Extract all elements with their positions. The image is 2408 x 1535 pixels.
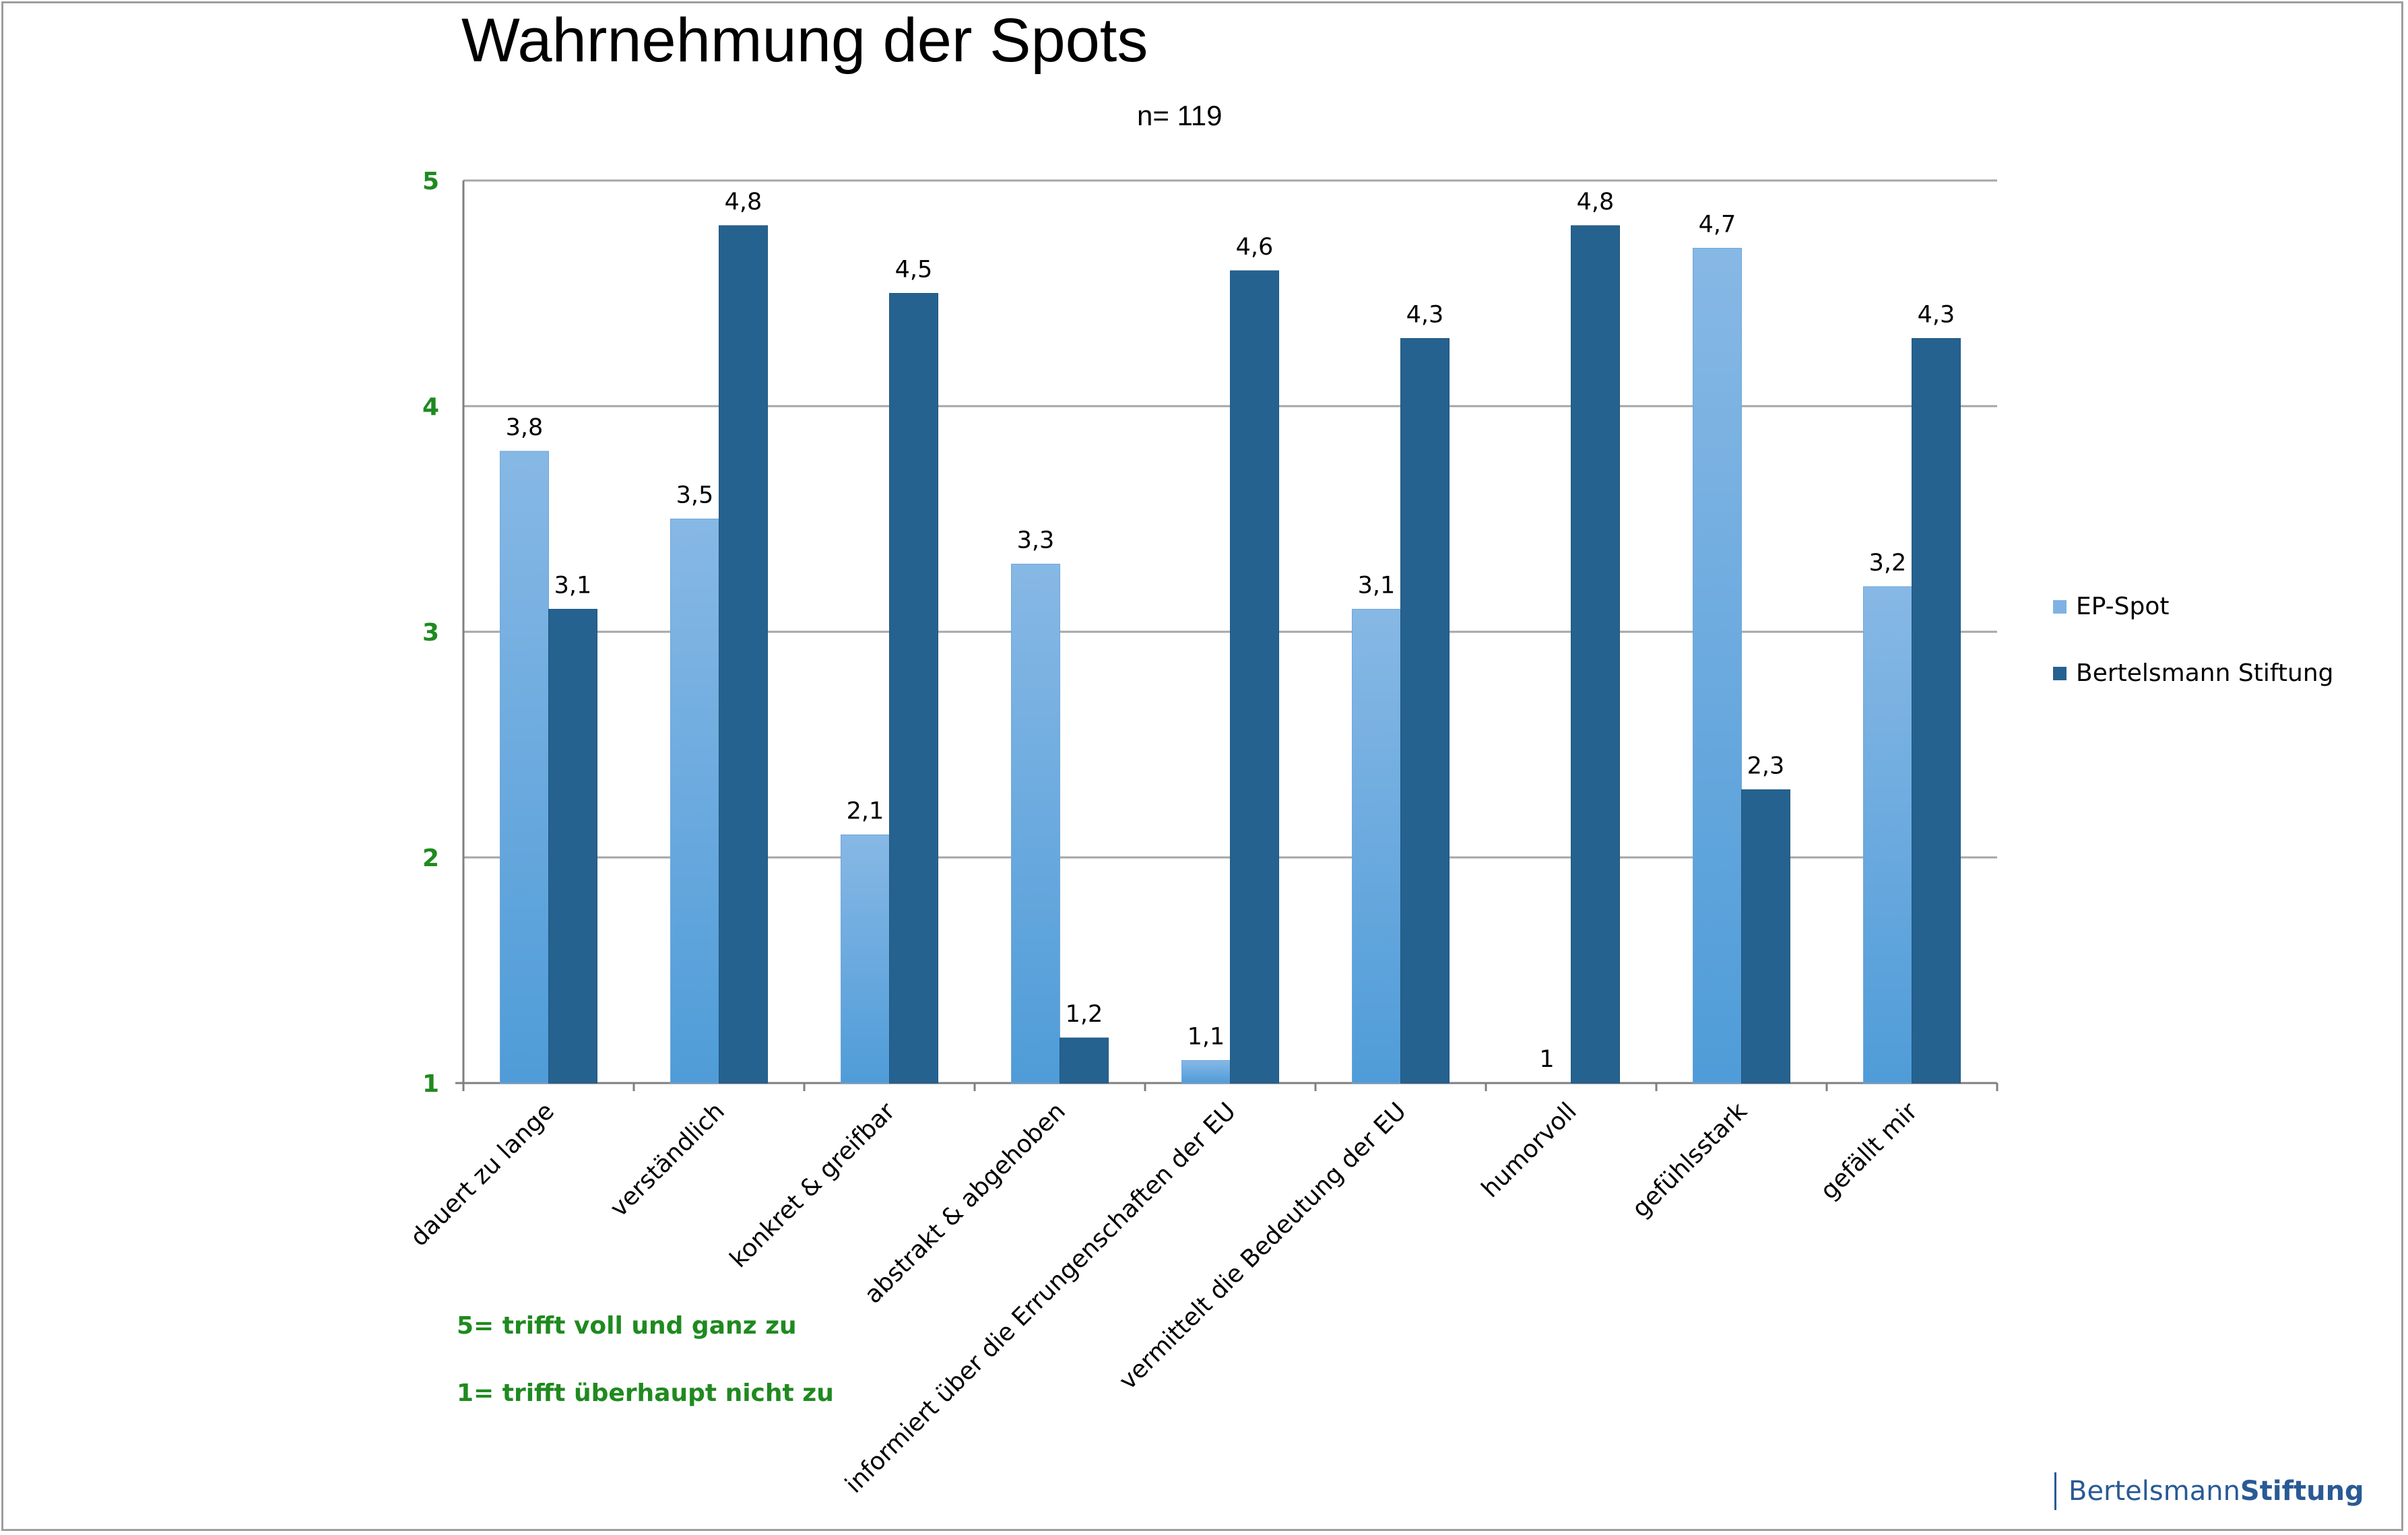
data-label: 4,3 bbox=[1406, 302, 1444, 329]
y-tick-label: 2 bbox=[422, 845, 439, 872]
bar-bertelsmann bbox=[1060, 1037, 1109, 1084]
data-label: 3,5 bbox=[676, 482, 714, 509]
x-tick-label: konkret & greifbar bbox=[725, 1097, 901, 1273]
x-tick-label: verständlich bbox=[605, 1097, 730, 1222]
x-tick-label: vermittelt die Bedeutung der EU bbox=[1114, 1097, 1412, 1395]
data-label: 3,1 bbox=[554, 573, 592, 599]
bar-bertelsmann bbox=[1400, 338, 1450, 1084]
bar-ep-spot bbox=[1693, 248, 1742, 1084]
data-label: 1 bbox=[1539, 1046, 1554, 1073]
data-label: 2,3 bbox=[1747, 753, 1785, 780]
y-tick-label: 3 bbox=[422, 619, 439, 647]
data-label: 4,5 bbox=[895, 257, 933, 284]
x-tick-label: abstrakt & abgehoben bbox=[859, 1097, 1071, 1309]
data-label: 4,7 bbox=[1699, 211, 1736, 238]
legend-item-bertelsmann: Bertelsmann Stiftung bbox=[2053, 659, 2333, 687]
scale-note-top: 5= trifft voll und ganz zu bbox=[457, 1312, 797, 1340]
bar-bertelsmann bbox=[889, 293, 938, 1084]
data-label: 3,2 bbox=[1869, 550, 1907, 577]
data-label: 3,3 bbox=[1017, 527, 1055, 554]
bar-ep-spot bbox=[841, 835, 890, 1084]
legend-item-ep-spot: EP-Spot bbox=[2053, 593, 2170, 620]
legend-swatch-ep-spot bbox=[2053, 599, 2067, 614]
bar-bertelsmann bbox=[548, 609, 597, 1084]
y-tick-label: 5 bbox=[422, 168, 439, 195]
legend-swatch-bertelsmann bbox=[2053, 666, 2067, 680]
y-tick-label: 1 bbox=[422, 1070, 439, 1098]
brand-bold: Stiftung bbox=[2240, 1476, 2364, 1507]
bar-ep-spot bbox=[1181, 1060, 1231, 1084]
x-tick-label: gefällt mir bbox=[1815, 1097, 1923, 1205]
bar-bertelsmann bbox=[719, 225, 768, 1084]
bar-ep-spot bbox=[500, 451, 549, 1084]
data-label: 4,6 bbox=[1236, 234, 1274, 261]
data-label: 1,1 bbox=[1187, 1024, 1225, 1051]
chart-title: Wahrnehmung der Spots bbox=[461, 6, 1148, 75]
data-label: 2,1 bbox=[847, 798, 884, 825]
legend-label-bertelsmann: Bertelsmann Stiftung bbox=[2076, 659, 2334, 687]
data-label: 3,1 bbox=[1358, 573, 1396, 599]
bar-ep-spot bbox=[670, 519, 719, 1084]
bar-ep-spot bbox=[1011, 564, 1060, 1084]
data-label: 3,8 bbox=[506, 414, 544, 441]
bar-ep-spot bbox=[1352, 609, 1401, 1084]
data-label: 4,8 bbox=[1577, 189, 1615, 216]
chart-subtitle: n= 119 bbox=[1137, 100, 1223, 131]
bar-bertelsmann bbox=[1741, 789, 1790, 1084]
data-label: 1,2 bbox=[1066, 1001, 1103, 1028]
bar-ep-spot bbox=[1863, 586, 1912, 1084]
data-label: 4,3 bbox=[1918, 302, 1955, 329]
x-tick-label: humorvoll bbox=[1476, 1097, 1582, 1203]
x-tick-label: informiert über die Errungenschaften der… bbox=[840, 1097, 1241, 1499]
bar-bertelsmann bbox=[1230, 270, 1279, 1084]
y-tick-label: 4 bbox=[422, 393, 439, 421]
x-tick-label: dauert zu lange bbox=[405, 1097, 560, 1251]
scale-note-bottom: 1= trifft überhaupt nicht zu bbox=[457, 1379, 834, 1407]
brand-logo: Bertelsmann Stiftung bbox=[2054, 1472, 2364, 1510]
legend-label-ep-spot: EP-Spot bbox=[2076, 593, 2170, 620]
bar-bertelsmann bbox=[1912, 338, 1961, 1084]
x-tick-label: gefühlsstark bbox=[1627, 1097, 1753, 1223]
bar-bertelsmann bbox=[1571, 225, 1620, 1084]
data-label: 4,8 bbox=[725, 189, 762, 216]
brand-regular: Bertelsmann bbox=[2069, 1476, 2240, 1507]
